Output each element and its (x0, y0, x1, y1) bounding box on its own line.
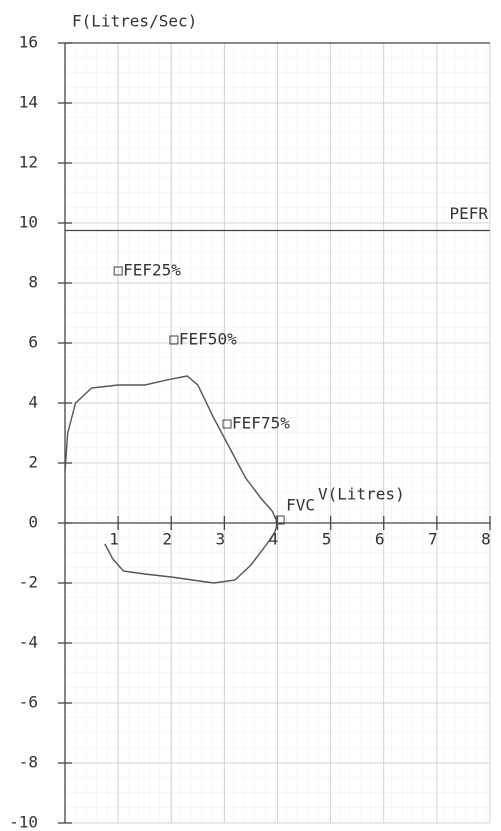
marker-label: FEF25% (123, 261, 181, 280)
y-tick-label: -10 (9, 813, 38, 831)
y-tick-label: 4 (28, 393, 38, 412)
marker-label: FEF75% (232, 414, 290, 433)
flow-volume-curve (64, 375, 279, 584)
y-tick-label: 0 (28, 513, 38, 532)
y-axis-label: F(Litres/Sec) (72, 12, 197, 31)
y-tick-label: 8 (28, 273, 38, 292)
marker-label: FVC (286, 496, 315, 515)
y-tick-label: 6 (28, 333, 38, 352)
marker (275, 515, 285, 525)
x-tick-label: 2 (162, 530, 172, 549)
y-tick-label: 12 (19, 153, 38, 172)
y-tick-label: 14 (19, 93, 38, 112)
x-tick-label: 8 (481, 530, 491, 549)
x-tick-label: 6 (375, 530, 385, 549)
y-tick-label: 10 (19, 213, 38, 232)
x-axis-label: V(Litres) (318, 485, 405, 504)
y-tick-label: 2 (28, 453, 38, 472)
y-tick-label: -2 (19, 573, 38, 592)
marker-label: FEF50% (179, 330, 237, 349)
marker (169, 335, 179, 345)
x-tick-label: 1 (109, 530, 119, 549)
x-tick-label: 7 (428, 530, 438, 549)
reference-label: PEFR (449, 204, 488, 223)
y-tick-label: 16 (19, 33, 38, 52)
marker (222, 419, 232, 429)
y-tick-label: -6 (19, 693, 38, 712)
x-tick-label: 4 (269, 530, 279, 549)
x-tick-label: 5 (322, 530, 332, 549)
marker (113, 266, 123, 276)
x-tick-label: 3 (216, 530, 226, 549)
y-tick-label: -8 (19, 753, 38, 772)
y-tick-label: -4 (19, 633, 38, 652)
